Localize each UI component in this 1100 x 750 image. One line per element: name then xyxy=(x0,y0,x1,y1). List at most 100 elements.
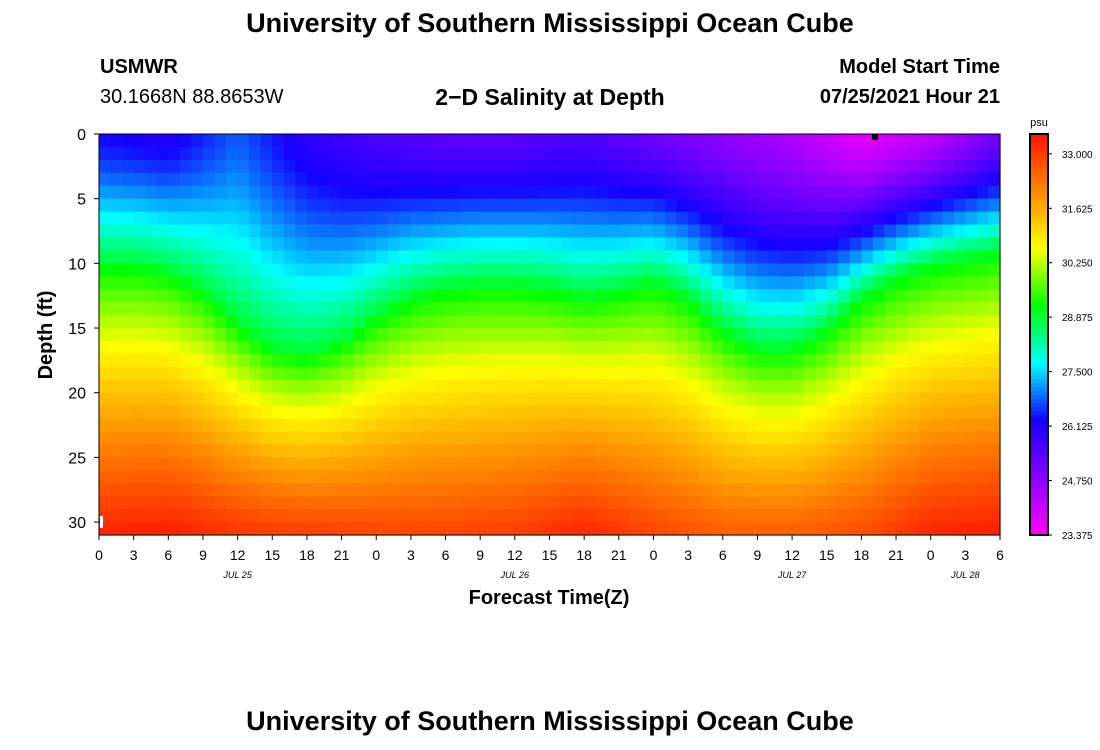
heatmap-cell xyxy=(353,483,366,497)
heatmap-cell xyxy=(202,134,216,148)
heatmap-cell xyxy=(272,211,285,226)
heatmap-cell xyxy=(283,276,296,290)
heatmap-cell xyxy=(457,224,470,239)
heatmap-cell xyxy=(422,340,435,355)
heatmap-cell xyxy=(549,250,562,264)
heatmap-cell xyxy=(468,250,481,264)
heatmap-cell xyxy=(595,134,608,148)
heatmap-cell xyxy=(849,198,862,213)
heatmap-cell xyxy=(745,185,759,200)
heatmap-cell xyxy=(826,483,839,497)
heatmap-cell xyxy=(607,276,620,290)
heatmap-cell xyxy=(214,146,227,161)
heatmap-cell xyxy=(537,263,551,277)
heatmap-cell xyxy=(122,444,135,458)
heatmap-cell xyxy=(433,431,447,446)
heatmap-cell xyxy=(572,134,585,148)
colorbar-step xyxy=(1030,374,1048,380)
heatmap-cell xyxy=(607,134,620,148)
heatmap-cell xyxy=(491,328,504,342)
heatmap-cell xyxy=(445,483,458,497)
colorbar-step xyxy=(1030,150,1048,155)
heatmap-cell xyxy=(341,483,354,497)
heatmap-cell xyxy=(202,224,216,239)
heatmap-cell xyxy=(260,431,273,446)
heatmap-cell xyxy=(942,457,955,471)
heatmap-cell xyxy=(480,289,493,303)
heatmap-cell xyxy=(306,340,320,355)
heatmap-cell xyxy=(861,211,874,226)
heatmap-cell xyxy=(930,237,943,252)
heatmap-cell xyxy=(676,483,689,497)
heatmap-cell xyxy=(872,250,886,264)
heatmap-cell xyxy=(665,302,678,316)
heatmap-cell xyxy=(214,134,227,148)
heatmap-cell xyxy=(491,366,504,381)
heatmap-cell xyxy=(99,315,112,329)
heatmap-cell xyxy=(572,211,585,226)
heatmap-cell xyxy=(965,483,978,497)
heatmap-cell xyxy=(283,237,296,252)
heatmap-cell xyxy=(179,224,193,239)
heatmap-cell xyxy=(896,146,909,161)
heatmap-cell xyxy=(861,431,874,446)
heatmap-cell xyxy=(179,185,193,200)
heatmap-cell xyxy=(688,250,701,264)
heatmap-cell xyxy=(168,289,181,303)
heatmap-cell xyxy=(133,496,146,510)
heatmap-cell xyxy=(110,224,123,239)
heatmap-cell xyxy=(457,211,470,226)
heatmap-cell xyxy=(595,172,608,187)
heatmap-cell xyxy=(965,198,978,213)
heatmap-cell xyxy=(919,340,932,355)
heatmap-cell xyxy=(260,237,273,252)
heatmap-cell xyxy=(179,276,193,290)
heatmap-cell xyxy=(191,418,204,433)
heatmap-cell xyxy=(260,250,273,264)
heatmap-cell xyxy=(179,470,193,484)
heatmap-cell xyxy=(549,134,562,148)
heatmap-cell xyxy=(768,328,782,342)
heatmap-cell xyxy=(156,340,169,355)
heatmap-cell xyxy=(942,444,955,458)
heatmap-cell xyxy=(133,134,146,148)
heatmap-cell xyxy=(341,185,354,200)
heatmap-cell xyxy=(133,224,146,239)
heatmap-cell xyxy=(792,366,805,381)
heatmap-cell xyxy=(849,418,862,433)
heatmap-cell xyxy=(272,496,285,510)
heatmap-cell xyxy=(930,146,943,161)
heatmap-cell xyxy=(942,379,955,394)
heatmap-cell xyxy=(849,522,862,536)
heatmap-cell xyxy=(976,392,990,407)
heatmap-cell xyxy=(330,134,343,148)
heatmap-cell xyxy=(422,366,435,381)
heatmap-cell xyxy=(953,444,966,458)
heatmap-cell xyxy=(988,392,1001,407)
heatmap-cell xyxy=(156,431,169,446)
heatmap-cell xyxy=(584,315,597,329)
heatmap-cell xyxy=(514,353,527,368)
heatmap-cell xyxy=(122,405,135,420)
heatmap-cell xyxy=(792,237,805,252)
heatmap-cell xyxy=(699,198,712,213)
heatmap-cell xyxy=(318,496,331,510)
heatmap-cell xyxy=(457,263,470,277)
heatmap-cell xyxy=(942,496,955,510)
heatmap-cell xyxy=(849,276,862,290)
heatmap-cell xyxy=(110,263,123,277)
heatmap-cell xyxy=(503,405,516,420)
heatmap-cell xyxy=(942,418,955,433)
heatmap-cell xyxy=(699,263,712,277)
heatmap-cell xyxy=(849,263,862,277)
heatmap-cell xyxy=(341,392,354,407)
heatmap-cell xyxy=(480,496,493,510)
heatmap-cell xyxy=(561,185,574,200)
heatmap-cell xyxy=(826,457,839,471)
heatmap-cell xyxy=(630,509,643,523)
heatmap-cell xyxy=(803,340,816,355)
heatmap-cell xyxy=(803,211,816,226)
heatmap-cell xyxy=(803,457,816,471)
heatmap-cell xyxy=(595,340,608,355)
heatmap-cell xyxy=(965,276,978,290)
